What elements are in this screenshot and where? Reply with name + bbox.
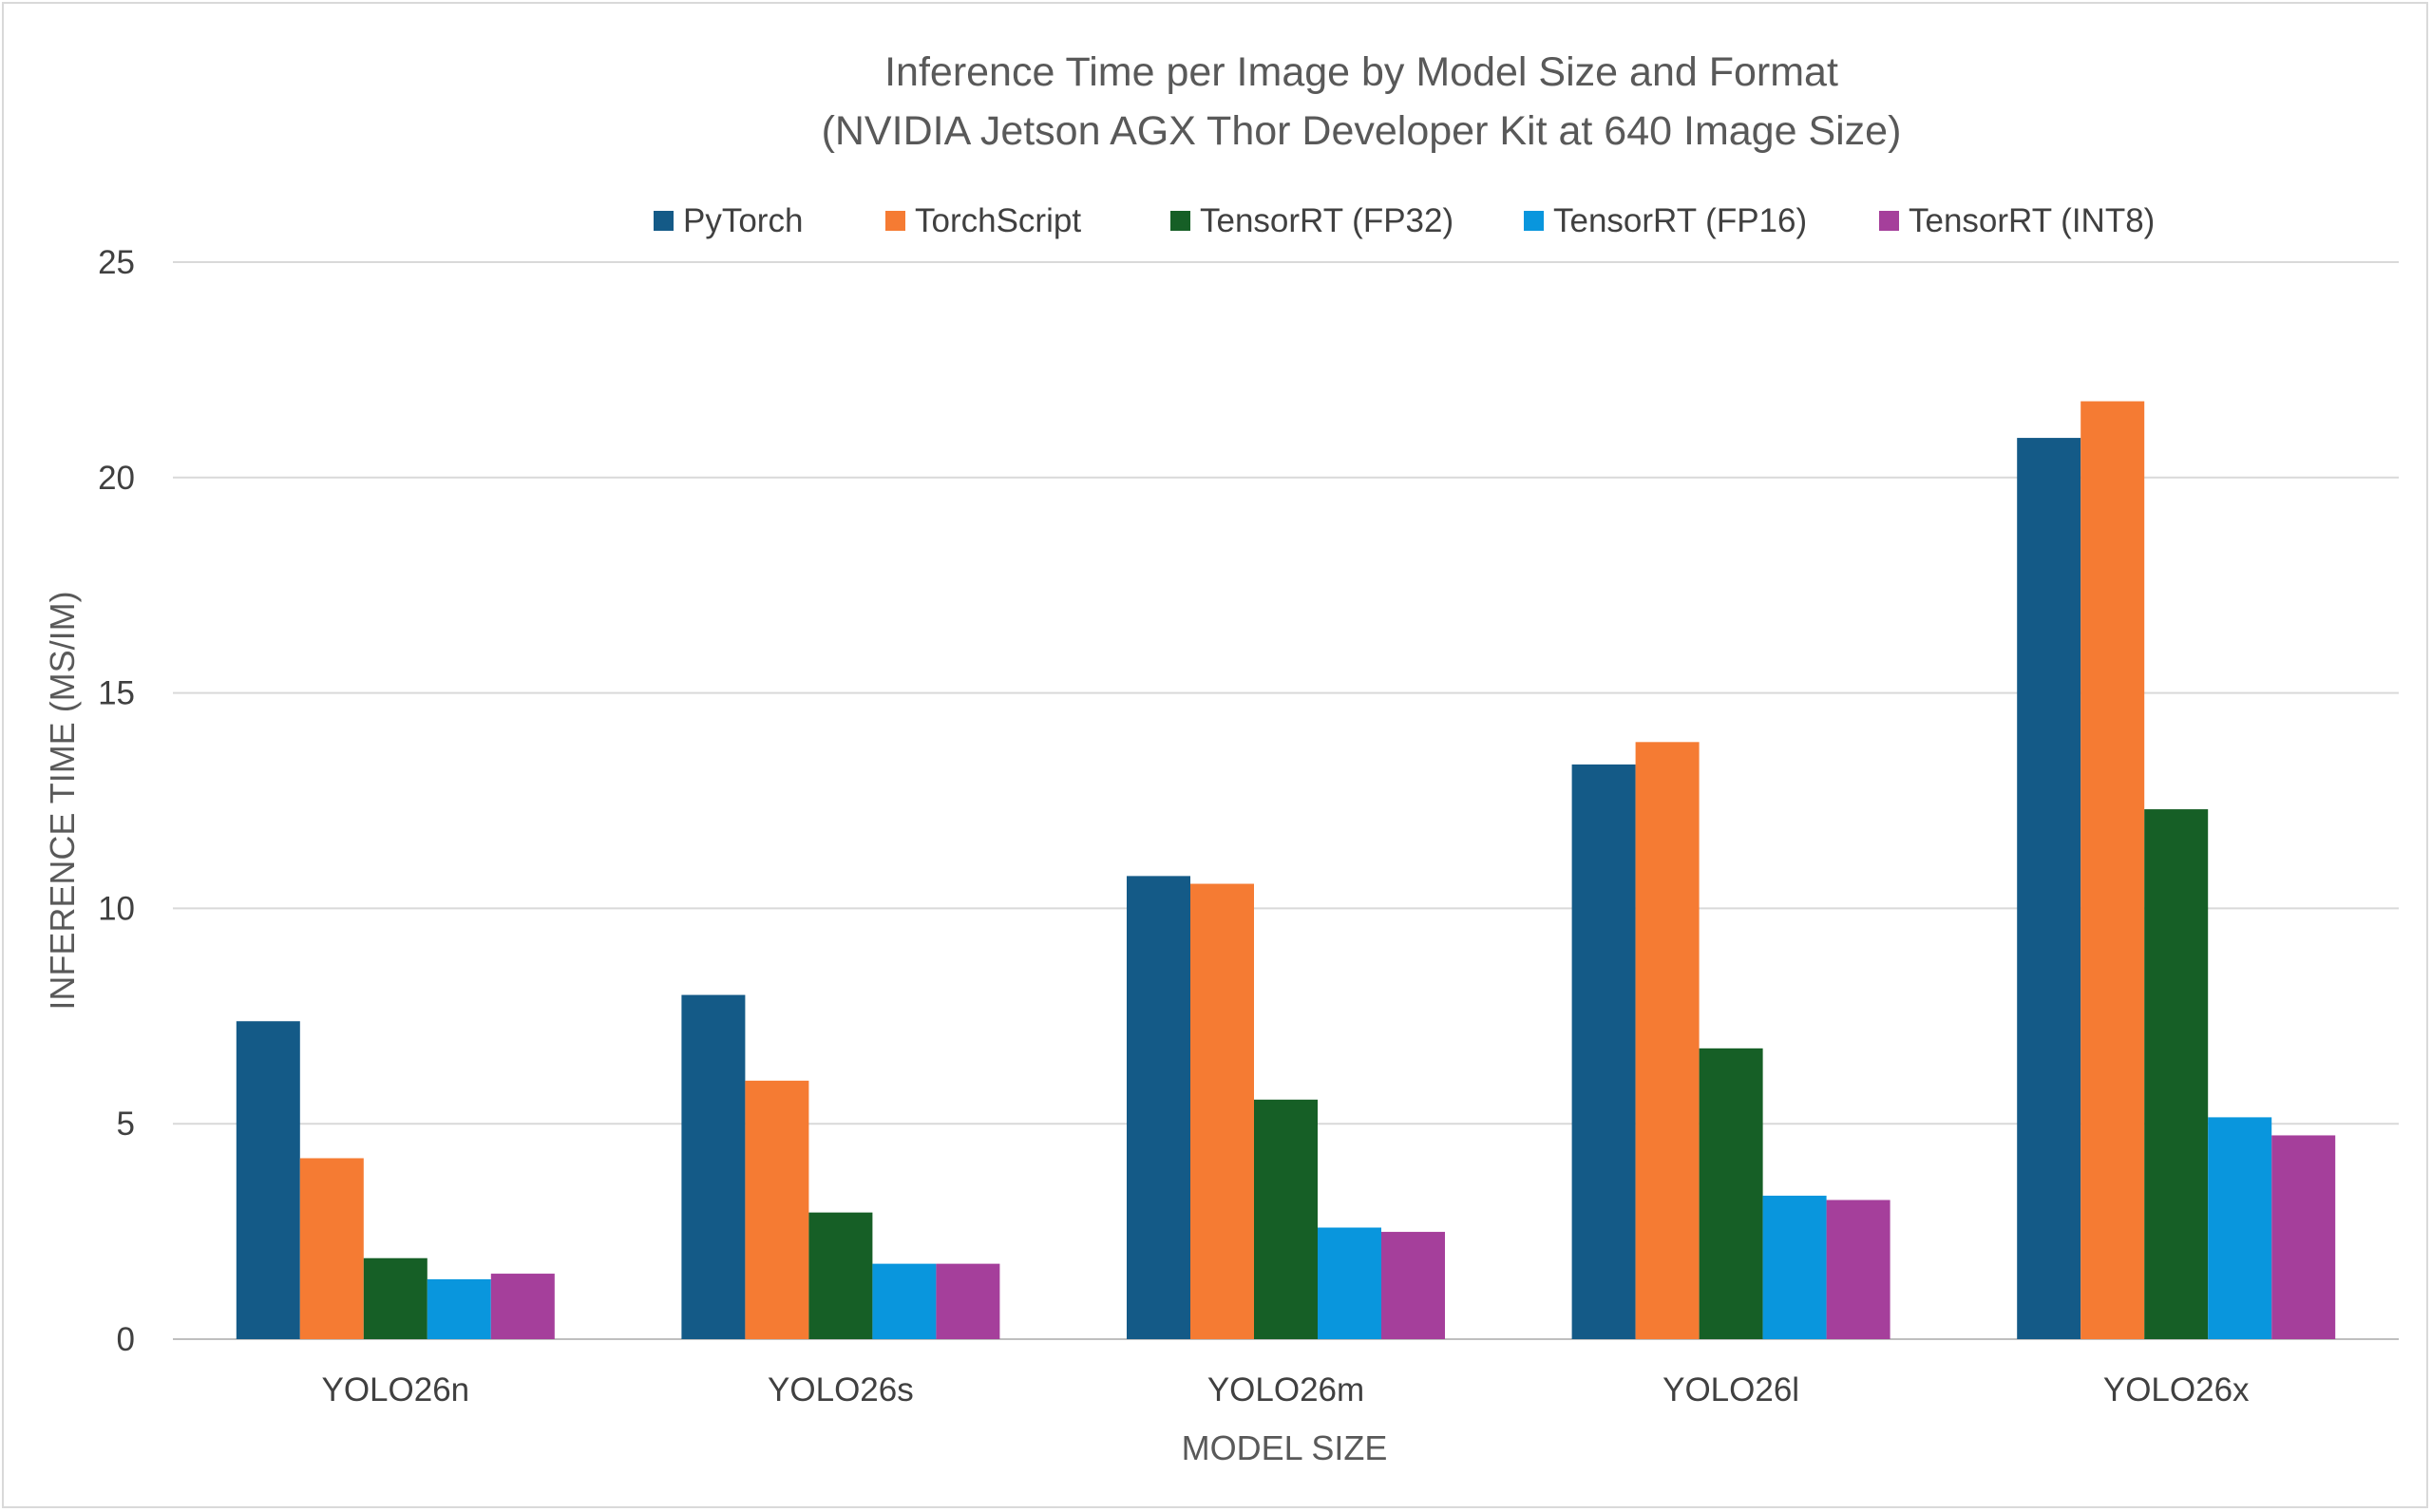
bar-tensorrt-int8-yolo26m [1381, 1232, 1445, 1339]
chart-title: Inference Time per Image by Model Size a… [822, 49, 1902, 154]
legend-label: TorchScript [915, 202, 1081, 239]
bar-pytorch-yolo26m [1127, 876, 1190, 1339]
chart-title-line-2: (NVIDIA Jetson AGX Thor Developer Kit at… [822, 108, 1902, 154]
x-axis-title: MODEL SIZE [1182, 1428, 1388, 1467]
bar-tensorrt-fp32-yolo26x [2144, 809, 2209, 1339]
legend-swatch [654, 211, 674, 231]
chart-title-line-1: Inference Time per Image by Model Size a… [884, 49, 1838, 95]
bar-pytorch-yolo26x [2017, 438, 2081, 1339]
y-axis-ticks: 0 5 10 15 20 25 [98, 244, 135, 1358]
bar-tensorrt-fp32-yolo26l [1699, 1048, 1763, 1339]
y-tick-label: 5 [117, 1106, 135, 1143]
bar-tensorrt-fp32-yolo26m [1254, 1099, 1318, 1339]
legend-swatch [1879, 211, 1899, 231]
x-tick-label: YOLO26m [1207, 1371, 1364, 1408]
legend-swatch [885, 211, 905, 231]
y-axis-title: INFERENCE TIME (MS/IM) [43, 591, 82, 1010]
legend-label: PyTorch [683, 202, 803, 239]
bars [236, 401, 2336, 1339]
bar-torchscript-yolo26m [1190, 883, 1254, 1339]
legend-label: TensorRT (INT8) [1909, 202, 2155, 239]
bar-tensorrt-fp16-yolo26n [427, 1278, 491, 1339]
bar-torchscript-yolo26l [1635, 742, 1700, 1339]
y-tick-label: 20 [98, 460, 135, 497]
y-tick-label: 15 [98, 675, 135, 712]
y-tick-label: 10 [98, 890, 135, 927]
bar-tensorrt-fp16-yolo26x [2208, 1117, 2272, 1339]
legend-label: TensorRT (FP16) [1553, 202, 1807, 239]
x-tick-label: YOLO26x [2103, 1371, 2250, 1408]
x-tick-label: YOLO26s [768, 1371, 914, 1408]
bar-tensorrt-fp32-yolo26n [363, 1257, 428, 1339]
bar-tensorrt-int8-yolo26s [936, 1263, 1000, 1339]
bar-torchscript-yolo26n [299, 1158, 364, 1339]
bar-tensorrt-fp32-yolo26s [808, 1212, 873, 1339]
bar-torchscript-yolo26s [745, 1080, 809, 1339]
bar-tensorrt-fp16-yolo26m [1318, 1227, 1381, 1339]
legend-swatch [1170, 211, 1190, 231]
bar-tensorrt-int8-yolo26x [2271, 1135, 2336, 1339]
bar-tensorrt-fp16-yolo26s [872, 1263, 937, 1339]
bar-pytorch-yolo26s [681, 994, 746, 1339]
bar-pytorch-yolo26l [1571, 764, 1636, 1339]
bar-tensorrt-int8-yolo26n [490, 1274, 555, 1339]
y-tick-label: 0 [117, 1321, 135, 1358]
x-axis-ticks: YOLO26n YOLO26s YOLO26m YOLO26l YOLO26x [321, 1371, 2250, 1408]
bar-tensorrt-fp16-yolo26l [1762, 1195, 1827, 1339]
y-tick-label: 25 [98, 244, 135, 281]
bar-pytorch-yolo26n [236, 1021, 300, 1339]
x-tick-label: YOLO26l [1662, 1371, 1799, 1408]
bar-tensorrt-int8-yolo26l [1826, 1200, 1890, 1339]
legend-swatch [1524, 211, 1544, 231]
bar-torchscript-yolo26x [2080, 401, 2145, 1339]
legend-label: TensorRT (FP32) [1200, 202, 1454, 239]
legend: PyTorch TorchScript TensorRT (FP32) TensorR… [654, 202, 2155, 239]
x-tick-label: YOLO26n [321, 1371, 469, 1408]
